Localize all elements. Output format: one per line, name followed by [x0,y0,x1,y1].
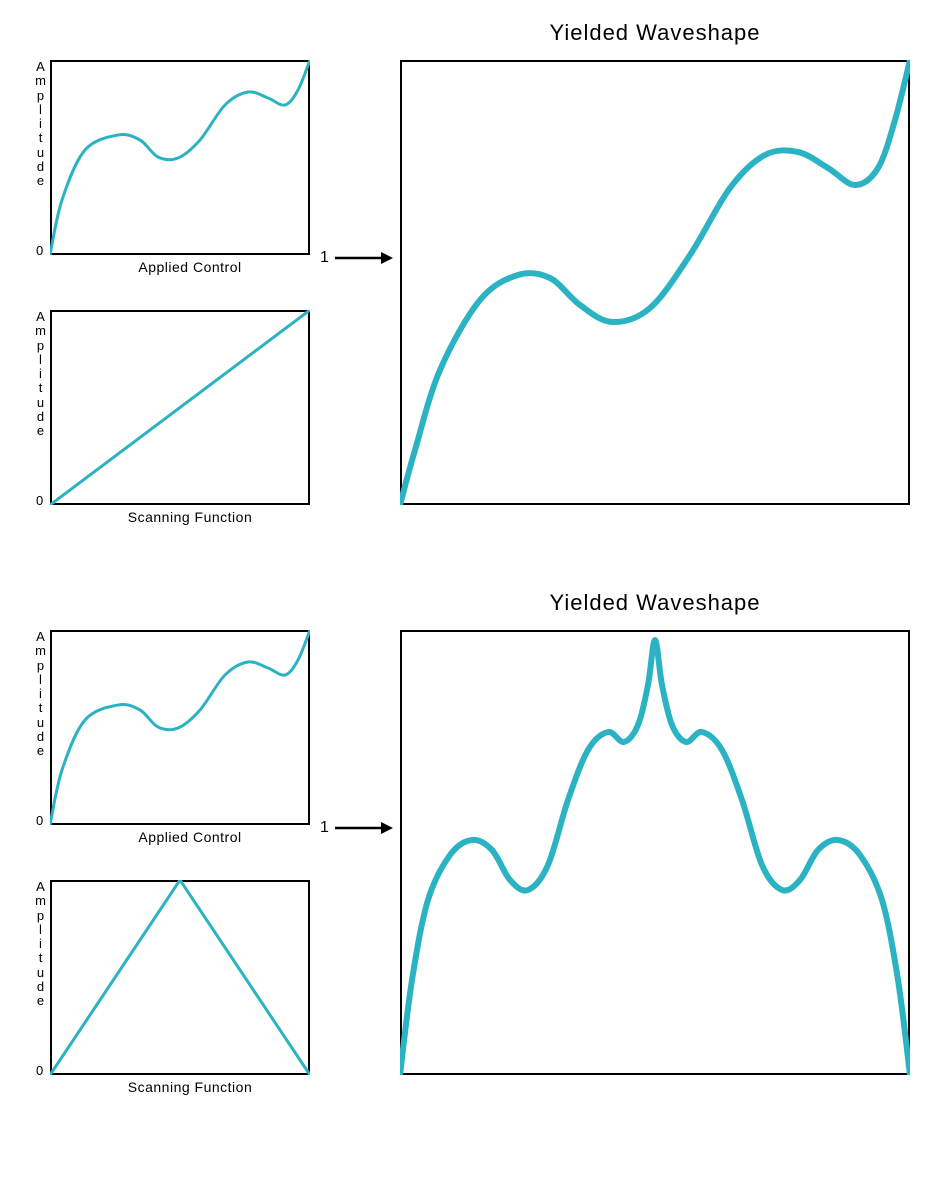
axis-zero: 0 [36,243,43,258]
small-charts-col-2: Amplitude 0 Applied Control Amplitude 0 … [50,630,330,1130]
yielded-chart-2 [400,630,910,1075]
scanning-function-label: Scanning Function [50,1079,330,1095]
applied-control-chart-2: Amplitude 0 Applied Control [50,630,330,845]
chart-border [401,631,909,1074]
applied-control-label: Applied Control [50,829,330,845]
yielded-chart-1 [400,60,910,505]
scanning-function-chart-2: Amplitude 0 Scanning Function [50,880,330,1095]
scanning-function-label: Scanning Function [50,509,330,525]
y-axis-label: Amplitude [34,630,48,759]
y-axis-label: Amplitude [34,880,48,1009]
applied-control-label: Applied Control [50,259,330,275]
axis-zero: 0 [36,493,43,508]
chart-border [51,881,309,1074]
applied-control-curve [50,60,310,255]
yielded-title-2: Yielded Waveshape [400,590,910,616]
axis-zero: 0 [36,813,43,828]
arrow-value: 1 [320,819,329,837]
diagram-group-2: Yielded Waveshape Amplitude 0 Applied Co… [20,590,920,1110]
applied-control-chart-1: Amplitude 0 Applied Control [50,60,330,275]
y-axis-label: Amplitude [34,60,48,189]
y-axis-label: Amplitude [34,310,48,439]
yielded-svg-2 [400,630,910,1075]
chart-border [401,61,909,504]
yielded-curve-1 [400,60,910,505]
applied-control-svg-1 [50,60,310,255]
scanning-function-svg-1 [50,310,310,505]
arrow-block-2: 1 [320,818,393,838]
scan-linear-line [50,310,310,505]
yielded-title-1: Yielded Waveshape [400,20,910,46]
arrow-icon [333,248,393,268]
scanning-function-chart-1: Amplitude 0 Scanning Function [50,310,330,525]
scanning-function-svg-2 [50,880,310,1075]
yielded-svg-1 [400,60,910,505]
arrow-value: 1 [320,249,329,267]
applied-control-svg-2 [50,630,310,825]
arrow-icon [333,818,393,838]
applied-control-curve [50,630,310,825]
axis-zero: 0 [36,1063,43,1078]
small-charts-col-1: Amplitude 0 Applied Control Amplitude 0 … [50,60,330,560]
diagram-group-1: Yielded Waveshape Amplitude 0 Applied Co… [20,20,920,540]
scan-triangle-line [50,880,310,1075]
yielded-curve-2 [400,640,910,1075]
arrow-block-1: 1 [320,248,393,268]
